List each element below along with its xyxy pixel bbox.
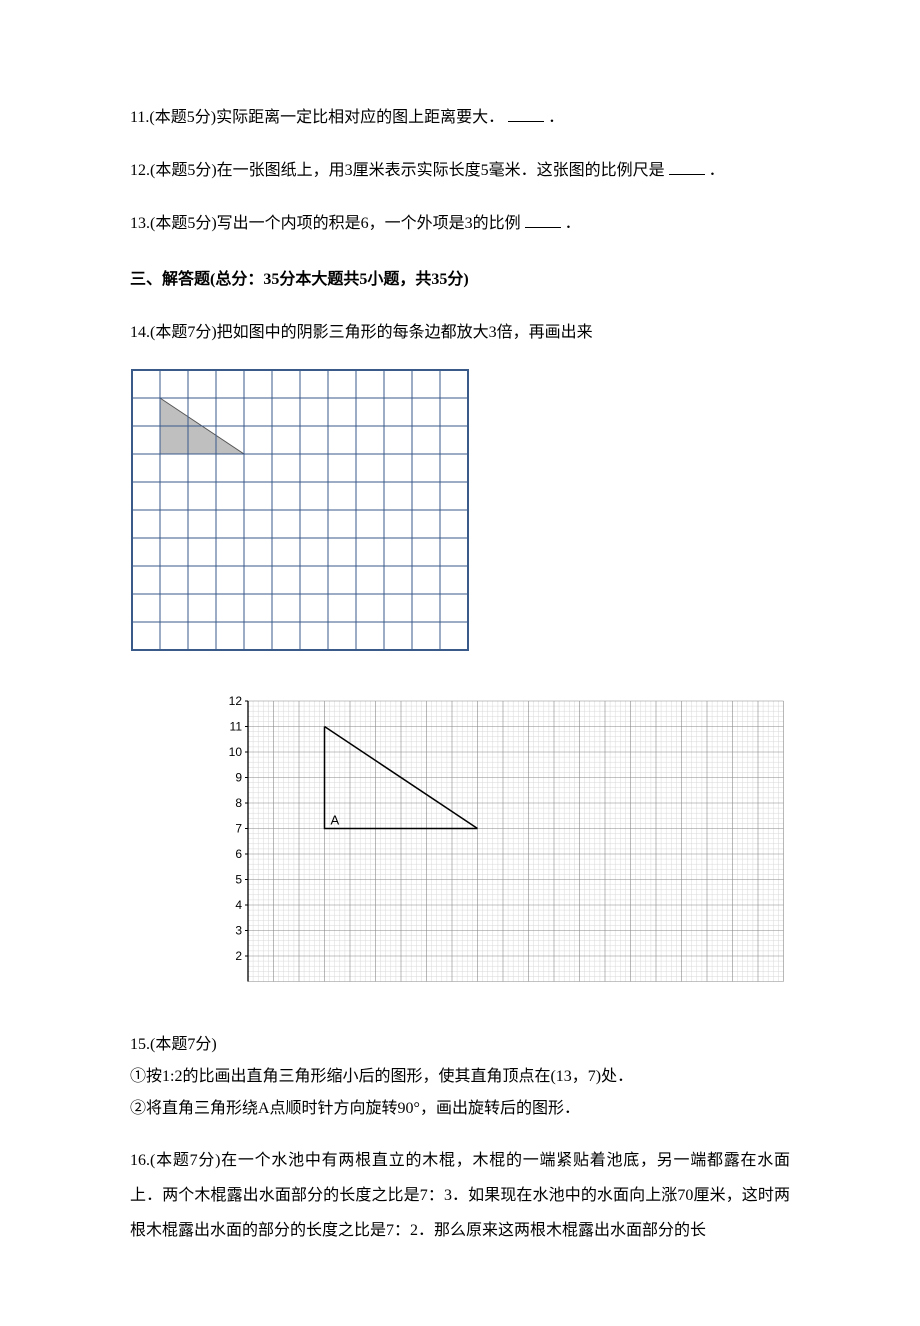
svg-text:11: 11 <box>230 720 243 734</box>
svg-text:3: 3 <box>235 924 242 938</box>
grid1-container <box>130 368 790 665</box>
q11-text: 11.(本题5分)实际距离一定比相对应的图上距离要大． <box>130 109 504 126</box>
q13-blank <box>525 212 561 228</box>
q15-line1: ①按1:2的比画出直角三角形缩小后的图形，使其直角顶点在(13，7)处． <box>130 1061 790 1093</box>
question-12: 12.(本题5分)在一张图纸上，用3厘米表示实际长度5毫米．这张图的比例尺是 ． <box>130 153 790 188</box>
q13-text: 13.(本题5分)写出一个内项的积是6，一个外项是3的比例 <box>130 215 521 232</box>
svg-text:8: 8 <box>235 796 242 810</box>
svg-text:A: A <box>331 813 340 828</box>
svg-text:7: 7 <box>235 822 242 836</box>
svg-text:5: 5 <box>235 873 242 887</box>
question-11: 11.(本题5分)实际距离一定比相对应的图上距离要大． ． <box>130 100 790 135</box>
svg-text:12: 12 <box>229 695 243 708</box>
grid2-container: 2 3 4 5 6 7 8 9 10 11 12 A <box>220 695 790 1001</box>
q12-suffix: ． <box>709 162 725 179</box>
section-3-title: 三、解答题(总分：35分本大题共5小题，共35分) <box>130 262 790 297</box>
q12-text: 12.(本题5分)在一张图纸上，用3厘米表示实际长度5毫米．这张图的比例尺是 <box>130 162 665 179</box>
grid2-svg: 2 3 4 5 6 7 8 9 10 11 12 A <box>220 695 784 988</box>
question-13: 13.(本题5分)写出一个内项的积是6，一个外项是3的比例 ． <box>130 206 790 241</box>
question-15: 15.(本题7分) ①按1:2的比画出直角三角形缩小后的图形，使其直角顶点在(1… <box>130 1029 790 1125</box>
svg-text:9: 9 <box>235 771 242 785</box>
q15-header: 15.(本题7分) <box>130 1029 790 1061</box>
q11-blank <box>508 106 544 122</box>
q13-suffix: ． <box>565 215 581 232</box>
q14-text: 14.(本题7分)把如图中的阴影三角形的每条边都放大3倍，再画出来 <box>130 324 593 341</box>
svg-text:6: 6 <box>235 847 242 861</box>
question-14: 14.(本题7分)把如图中的阴影三角形的每条边都放大3倍，再画出来 <box>130 315 790 350</box>
q16-text: 16.(本题7分)在一个水池中有两根直立的木棍，木棍的一端紧贴着池底，另一端都露… <box>130 1152 790 1239</box>
q11-suffix: ． <box>548 109 564 126</box>
svg-text:2: 2 <box>235 949 242 963</box>
svg-text:10: 10 <box>229 745 243 759</box>
question-16: 16.(本题7分)在一个水池中有两根直立的木棍，木棍的一端紧贴着池底，另一端都露… <box>130 1143 790 1249</box>
q15-line2: ②将直角三角形绕A点顺时针方向旋转90°，画出旋转后的图形． <box>130 1093 790 1125</box>
grid1-svg <box>130 368 470 652</box>
q12-blank <box>669 159 705 175</box>
svg-text:4: 4 <box>235 898 242 912</box>
